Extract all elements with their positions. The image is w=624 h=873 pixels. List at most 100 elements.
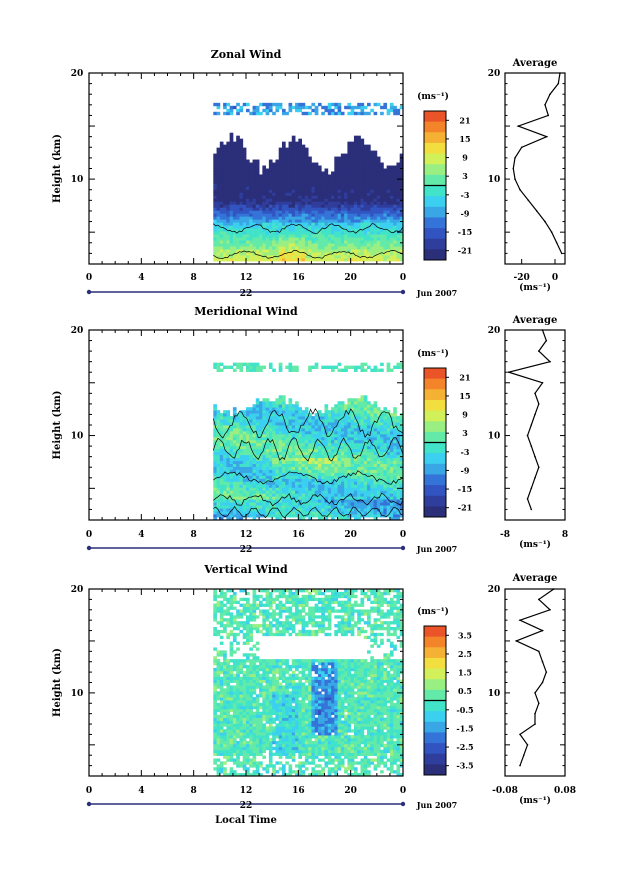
heatmap-cell — [246, 195, 250, 199]
heatmap-cell — [246, 362, 250, 367]
x-tick-label: 4 — [138, 530, 144, 540]
heatmap-cell — [337, 484, 342, 488]
heatmap-cell — [370, 490, 374, 494]
heatmap-cell — [236, 463, 240, 467]
heatmap-cell — [393, 445, 397, 450]
heatmap-cell — [314, 451, 319, 456]
heatmap-cell — [249, 493, 253, 497]
heatmap-cell — [308, 201, 312, 205]
heatmap-cell — [213, 171, 217, 175]
heatmap-cell — [370, 368, 374, 372]
heatmap-cell — [334, 484, 338, 488]
heatmap-cell — [380, 413, 384, 417]
heatmap-cell — [229, 460, 234, 464]
heatmap-cell — [278, 422, 283, 426]
heatmap-cell — [252, 436, 257, 441]
heatmap-cell — [213, 195, 217, 199]
heatmap-cell — [268, 204, 273, 208]
heatmap-cell — [340, 204, 345, 208]
heatmap-cell — [295, 463, 299, 467]
heatmap-cell — [383, 180, 388, 184]
heatmap-cell — [229, 171, 234, 175]
heatmap-cell — [360, 508, 365, 512]
heatmap-cell — [275, 201, 280, 205]
heatmap-cell — [252, 207, 257, 211]
heatmap-cell — [301, 439, 306, 444]
heatmap-cell — [298, 240, 302, 244]
profile-line — [506, 329, 552, 510]
heatmap-cell — [239, 505, 244, 509]
heatmap-cell — [275, 511, 280, 515]
heatmap-cell — [216, 416, 221, 420]
heatmap-cell — [337, 475, 342, 479]
heatmap-cell — [229, 427, 234, 432]
heatmap-cell — [281, 478, 286, 482]
heatmap-cell — [216, 207, 221, 211]
heatmap-cell — [242, 255, 247, 259]
heatmap-cell — [285, 502, 289, 506]
heatmap-cell — [304, 511, 309, 515]
heatmap-cell — [219, 189, 224, 193]
heatmap-cell — [386, 410, 391, 414]
heatmap-cell — [288, 102, 293, 107]
heatmap-cell — [268, 228, 273, 232]
heatmap-cell — [324, 174, 329, 178]
heatmap-cell — [265, 258, 270, 262]
heatmap-cell — [324, 201, 329, 205]
heatmap-cell — [301, 102, 306, 107]
heatmap-cell — [308, 171, 312, 175]
heatmap-cell — [337, 195, 342, 199]
heatmap-cell — [232, 487, 237, 491]
heatmap-cell — [275, 484, 280, 488]
heatmap-cell — [357, 216, 361, 220]
heatmap-cell — [370, 237, 374, 241]
heatmap-cell — [337, 258, 342, 262]
heatmap-cell — [331, 192, 335, 196]
heatmap-cell — [386, 231, 391, 235]
heatmap-cell — [393, 490, 397, 494]
heatmap-cell — [360, 368, 365, 372]
heatmap-cell — [246, 246, 250, 250]
heatmap-cell — [367, 246, 371, 250]
heatmap-cell — [295, 192, 299, 196]
heatmap-cell — [288, 490, 293, 494]
heatmap-cell — [272, 451, 276, 456]
heatmap-cell — [229, 481, 234, 485]
heatmap-cell — [344, 439, 348, 444]
heatmap-cell — [272, 487, 276, 491]
heatmap-cell — [393, 502, 397, 506]
heatmap-cell — [252, 201, 257, 205]
heatmap-cell — [255, 425, 260, 429]
heatmap-cell — [363, 439, 368, 444]
heatmap-cell — [353, 487, 358, 491]
heatmap-cell — [255, 174, 260, 178]
heatmap-cell — [298, 478, 302, 482]
heatmap-cell — [370, 487, 374, 491]
heatmap-cell — [347, 433, 352, 438]
heatmap-cell — [321, 171, 325, 175]
heatmap-cell — [236, 165, 240, 169]
y-axis-label: Height (km) — [52, 134, 63, 203]
heatmap-cell — [314, 362, 319, 367]
heatmap-cell — [350, 162, 355, 166]
heatmap-cell — [219, 416, 224, 420]
heatmap-cell — [275, 216, 280, 220]
heatmap-cell — [389, 460, 394, 464]
heatmap-cell — [396, 487, 401, 491]
heatmap-cell — [213, 615, 217, 619]
heatmap-cell — [265, 454, 270, 459]
heatmap-cell — [288, 484, 293, 488]
profile-y-tick-label: 20 — [488, 69, 501, 79]
heatmap-cell — [298, 439, 302, 444]
heatmap-cell — [373, 413, 378, 417]
heatmap-cell — [399, 180, 404, 184]
heatmap-cell — [308, 478, 312, 482]
heatmap-cell — [353, 165, 358, 169]
heatmap-cell — [219, 430, 224, 435]
heatmap-cell — [255, 213, 260, 217]
heatmap-cell — [262, 240, 267, 244]
heatmap-cell — [331, 475, 335, 479]
heatmap-cell — [340, 240, 345, 244]
heatmap-cell — [376, 195, 381, 199]
heatmap-cell — [278, 401, 283, 405]
